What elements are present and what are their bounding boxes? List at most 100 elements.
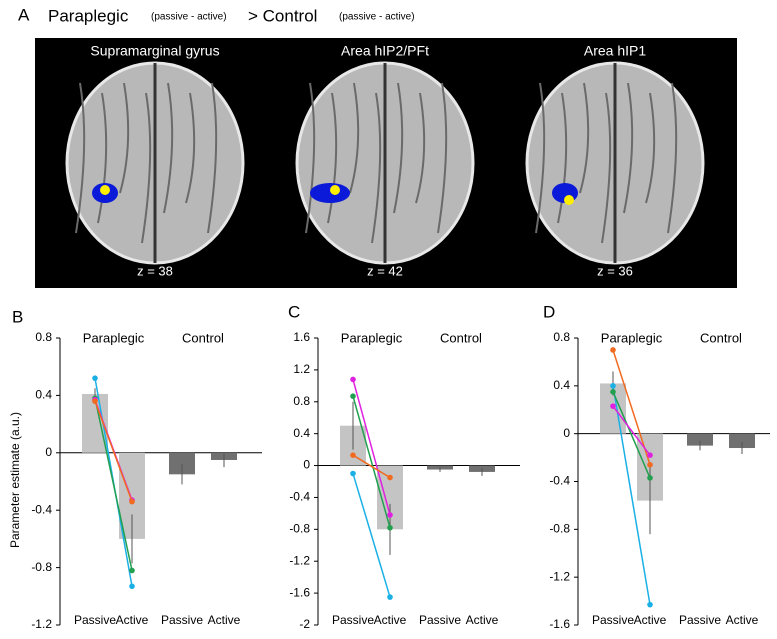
y-tick-label: 1.6 — [293, 330, 310, 344]
panel-letter: B — [12, 307, 23, 326]
x-tick-label: Active — [726, 613, 759, 627]
peak — [330, 185, 340, 195]
x-tick-label: Active — [116, 613, 149, 627]
subject-line — [612, 385, 651, 605]
subject-point — [350, 376, 356, 383]
x-tick-label: Active — [374, 613, 407, 627]
x-tick-label: Active — [208, 613, 241, 627]
brain-title: Area hIP2/PFt — [341, 43, 429, 59]
gyrus — [371, 92, 382, 244]
subject-point — [647, 461, 653, 468]
y-tick-label: 0 — [45, 445, 52, 459]
y-tick-label: 0.8 — [293, 394, 310, 408]
y-tick-label: -1.2 — [549, 569, 570, 583]
y-tick-label: 0.4 — [553, 378, 570, 392]
gyrus — [305, 82, 316, 234]
contrast-label: (passive - active) — [339, 12, 415, 23]
y-tick-label: -1.6 — [289, 585, 310, 599]
y-tick-label: 0.4 — [293, 426, 310, 440]
gyrus — [141, 92, 152, 244]
gyrus — [579, 82, 590, 194]
y-tick-label: -1.2 — [31, 617, 52, 631]
subject-point — [610, 389, 616, 395]
subject-point — [387, 474, 393, 481]
panel-letter: A — [18, 5, 30, 24]
subject-line — [612, 391, 651, 479]
gyrus — [349, 82, 360, 194]
gyrus — [535, 82, 546, 234]
subject-line — [352, 395, 391, 528]
bar — [169, 452, 195, 475]
gyrus — [207, 82, 218, 234]
subject-point — [387, 524, 393, 531]
x-tick-label: Active — [466, 613, 499, 627]
group-label: Control — [440, 330, 482, 345]
slice-label: z = 36 — [597, 263, 633, 278]
y-tick-label: -0.8 — [289, 522, 310, 536]
gyrus — [97, 92, 108, 224]
subject-point — [610, 347, 616, 353]
subject-line — [94, 400, 133, 502]
x-tick-label: Passive — [74, 613, 116, 627]
subject-line — [612, 405, 651, 456]
subject-point — [387, 594, 393, 600]
gyrus — [623, 82, 634, 214]
subject-point — [647, 452, 653, 458]
subject-point — [647, 601, 653, 608]
group-label: Paraplegic — [48, 6, 129, 25]
subject-point — [350, 452, 356, 458]
bar — [687, 433, 713, 446]
slice-label: z = 38 — [137, 263, 173, 278]
group-label: Paraplegic — [601, 330, 663, 345]
group-label: Paraplegic — [83, 330, 145, 345]
y-tick-label: -0.4 — [31, 502, 52, 516]
peak — [100, 185, 110, 195]
bar — [729, 433, 755, 449]
subject-point — [647, 475, 653, 481]
gyrus — [601, 92, 612, 244]
gyrus — [645, 92, 656, 204]
y-tick-label: -0.8 — [549, 522, 570, 536]
x-tick-label: Passive — [419, 613, 461, 627]
gyrus — [393, 82, 404, 214]
panel-letter: C — [288, 302, 300, 321]
gyrus — [437, 82, 448, 234]
subject-line — [612, 349, 651, 465]
x-tick-label: Active — [634, 613, 667, 627]
subject-point — [92, 375, 98, 381]
subject-point — [350, 393, 356, 399]
y-tick-label: 0.4 — [35, 388, 52, 402]
group-label: Control — [182, 330, 224, 345]
y-tick-label: 0 — [303, 458, 310, 472]
panel-letter: D — [543, 302, 555, 321]
gyrus — [667, 82, 678, 234]
gyrus — [119, 82, 130, 194]
gyrus — [557, 92, 568, 224]
y-tick-label: -0.4 — [289, 490, 310, 504]
x-tick-label: Passive — [161, 613, 203, 627]
subject-point — [387, 512, 393, 518]
gyrus — [75, 82, 86, 234]
y-tick-label: 0.8 — [35, 330, 52, 344]
y-tick-label: -0.4 — [549, 474, 570, 488]
y-tick-label: 0 — [563, 426, 570, 440]
subject-line — [352, 379, 391, 516]
x-tick-label: Passive — [592, 613, 634, 627]
y-tick-label: 0.8 — [553, 330, 570, 344]
activation — [310, 183, 350, 203]
subject-line — [352, 473, 391, 598]
contrast-label: (passive - active) — [151, 12, 227, 23]
gyrus — [327, 92, 338, 224]
subject-point — [129, 583, 135, 590]
subject-point — [129, 498, 135, 505]
y-tick-label: -2 — [299, 617, 310, 631]
subject-point — [610, 403, 616, 409]
x-tick-label: Passive — [679, 613, 721, 627]
slice-label: z = 42 — [367, 263, 403, 278]
gyrus — [185, 92, 196, 204]
y-tick-label: -1.2 — [289, 553, 310, 567]
y-tick-label: -0.8 — [31, 560, 52, 574]
subject-point — [92, 398, 98, 404]
